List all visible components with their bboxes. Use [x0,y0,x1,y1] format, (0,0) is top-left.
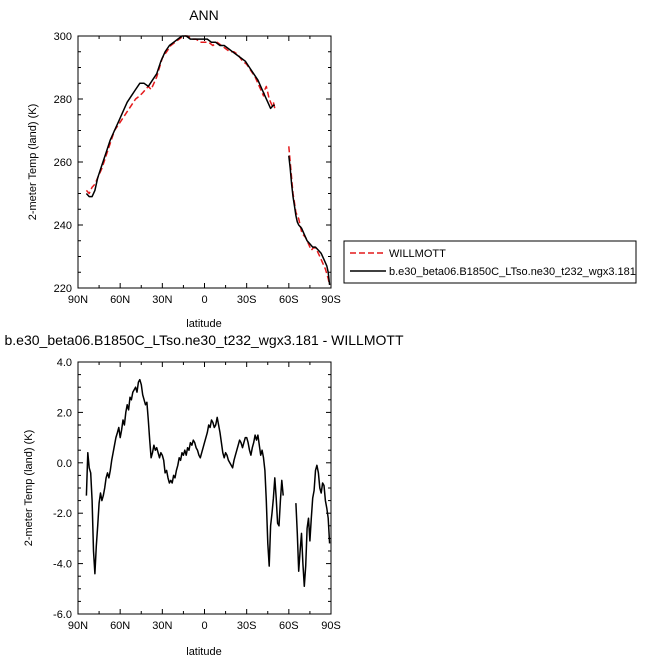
bottom-chart-ytick-label: 2.0 [57,407,72,419]
bottom-chart-ytick-label: -4.0 [53,559,72,571]
top-chart-xtick-label: 60S [279,294,299,306]
top-chart-title: ANN [189,7,219,23]
bottom-chart-ytick-label: -2.0 [53,508,72,520]
bottom-chart-ticks: 90N 60N 30N 0 30S 60S 90S -6.0 -4.0 -2.0 0.0 2.0 4.0 [53,357,341,632]
bottom-chart-frame [77,361,332,615]
top-chart-xtick-label: 90S [321,294,341,306]
bottom-chart-xtick-label: 0 [201,620,207,632]
top-chart-series-1-segment-1 [288,155,331,285]
top-chart-series-0-segment-1 [288,146,331,286]
bottom-chart-title: b.e30_beta06.B1850C_LTso.ne30_t232_wgx3.… [5,332,404,348]
top-chart-xlabel: latitude [186,318,221,330]
bottom-chart-ytick-label: -6.0 [53,609,72,621]
bottom-chart-ytick-label: 4.0 [57,357,72,369]
top-chart-ticks: 90N 60N 30N 0 30S 60S 90S 220 240 260 280 300 [54,31,341,306]
top-chart-series-1-segment-0 [85,35,275,198]
top-chart: ANN 2-meter Temp (land) (K) latitude 90N… [27,7,341,330]
top-chart-xtick-label: 30S [237,294,257,306]
bottom-chart-series-0-segment-1 [295,464,331,588]
bottom-chart-lines [85,378,331,588]
top-chart-xtick-label: 60N [110,294,130,306]
top-chart-lines [85,35,331,286]
top-chart-ytick-label: 240 [54,220,72,232]
bottom-chart: b.e30_beta06.B1850C_LTso.ne30_t232_wgx3.… [5,332,404,658]
bottom-chart-series-0-segment-0 [85,378,284,575]
top-chart-xtick-label: 90N [68,294,88,306]
bottom-chart-ylabel: 2-meter Temp (land) (K) [23,430,35,547]
legend: WILLMOTT b.e30_beta06.B1850C_LTso.ne30_t… [343,240,637,284]
bottom-chart-xtick-label: 90N [68,620,88,632]
top-chart-ytick-label: 280 [54,94,72,106]
legend-label-willmott: WILLMOTT [389,248,446,260]
bottom-chart-xtick-label: 90S [321,620,341,632]
top-chart-ytick-label: 300 [54,31,72,43]
top-chart-ylabel: 2-meter Temp (land) (K) [27,104,39,221]
bottom-chart-xtick-label: 30S [237,620,257,632]
top-chart-frame [77,35,332,289]
top-chart-ytick-label: 220 [54,283,72,295]
bottom-chart-xtick-label: 30N [152,620,172,632]
legend-label-model: b.e30_beta06.B1850C_LTso.ne30_t232_wgx3.… [389,266,636,278]
top-chart-xtick-label: 0 [201,294,207,306]
top-chart-xtick-label: 30N [152,294,172,306]
bottom-chart-ytick-label: 0.0 [57,458,72,470]
top-chart-series-0-segment-0 [85,35,276,195]
top-chart-ytick-label: 260 [54,157,72,169]
bottom-chart-xtick-label: 60N [110,620,130,632]
bottom-chart-xtick-label: 60S [279,620,299,632]
legend-box [343,240,637,284]
bottom-chart-xlabel: latitude [186,646,221,658]
